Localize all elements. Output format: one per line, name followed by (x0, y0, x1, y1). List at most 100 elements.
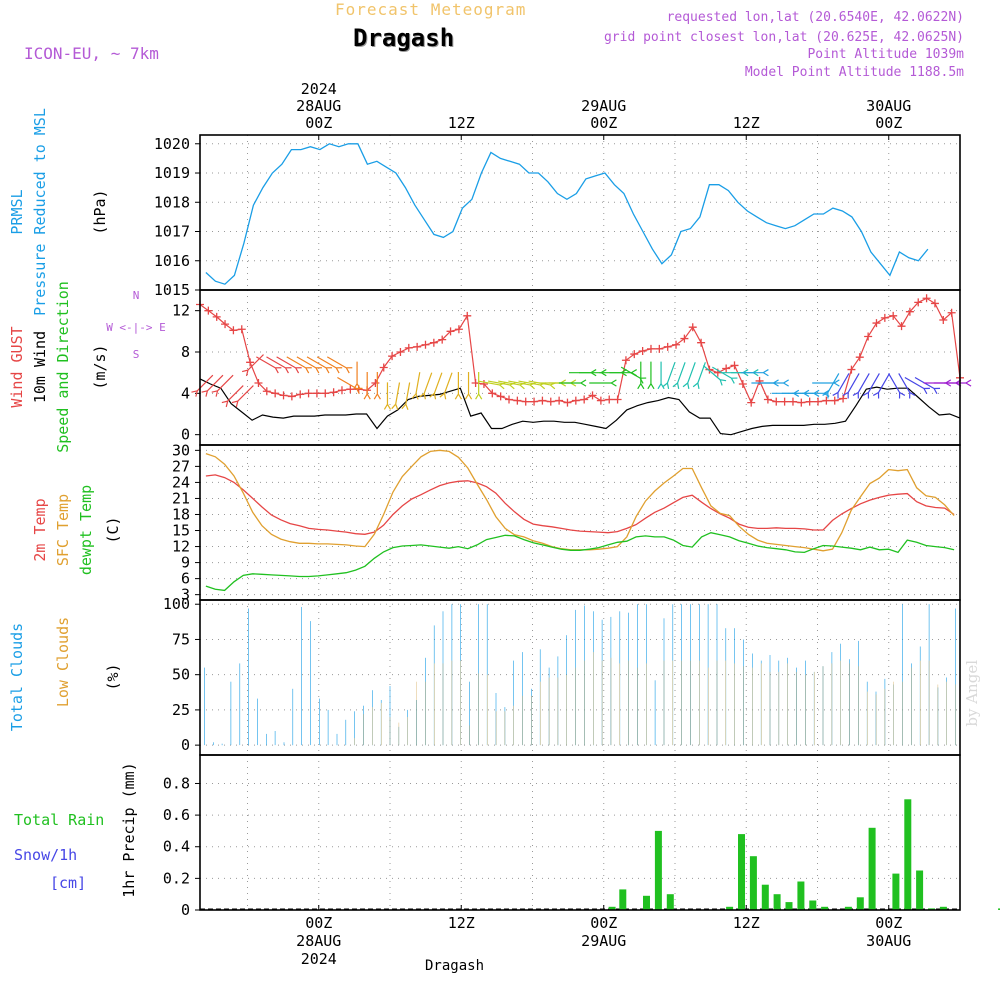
wind-direction-arrow (672, 362, 686, 390)
gust-point (930, 299, 939, 308)
rain-bar (892, 873, 900, 910)
gust-point (663, 342, 672, 351)
y-tick-label: 0.8 (163, 774, 190, 792)
gust-point (655, 344, 664, 353)
total-cloud-bar (239, 663, 241, 746)
wind-direction-arrow (662, 362, 676, 390)
gust-point (237, 325, 246, 334)
gust-point (855, 353, 864, 362)
gust-point (805, 397, 814, 406)
wind-direction-arrow (241, 354, 264, 377)
gust-point (404, 343, 413, 352)
wind-direction-arrow (647, 361, 655, 390)
gust-point (897, 322, 906, 331)
time-label-bottom: 00Z (305, 914, 332, 932)
gust-point (538, 396, 547, 405)
y-tick-label: 12 (172, 302, 190, 320)
gust-point (864, 332, 873, 341)
y-tick-label: 1019 (154, 164, 190, 182)
gust-point (279, 391, 288, 400)
gust-point (630, 350, 639, 359)
y-tick-label: 1016 (154, 252, 190, 270)
gust-point (513, 396, 522, 405)
wind-direction-arrow (429, 372, 443, 400)
gust-point (680, 334, 689, 343)
sfc-temp-label: SFC Temp (54, 494, 72, 566)
rain-bar (738, 834, 745, 910)
rain-bar (844, 906, 852, 910)
gust-point (221, 320, 230, 329)
gust-point (905, 307, 914, 316)
gust-point (421, 340, 430, 349)
temp-2m-label: 2m Temp (31, 498, 49, 561)
time-label-top: 28AUG (296, 97, 341, 115)
y-tick-label: 24 (172, 473, 190, 491)
wind-direction-arrow (363, 372, 371, 400)
gust-point (596, 396, 605, 405)
time-label-bottom: 12Z (733, 914, 760, 932)
gust-point (738, 380, 747, 389)
y-tick-label: 8 (181, 343, 190, 361)
total-cloud-bar (319, 698, 320, 746)
total-cloud-bar (248, 608, 249, 746)
compass-south: S (133, 348, 140, 361)
rain-bar (998, 908, 1000, 910)
gust-point (755, 376, 764, 385)
total-cloud-bar (327, 709, 329, 746)
gust-point (688, 323, 697, 332)
wind-direction-arrow (401, 382, 411, 410)
y-tick-label: 75 (172, 630, 190, 648)
wind-direction-arrow (943, 379, 972, 387)
gust-point (496, 392, 505, 401)
panel-frame (199, 289, 961, 446)
rain-bar (654, 830, 662, 910)
time-label-top: 12Z (733, 114, 760, 132)
rain-bar (856, 897, 864, 910)
panel-frame (199, 754, 961, 911)
wind-direction-arrow (888, 373, 906, 399)
gust-point (822, 396, 831, 405)
gust-point (321, 389, 330, 398)
y-tick-label: 1018 (154, 193, 190, 211)
y-tick-label: 18 (172, 505, 190, 523)
gust-point (814, 397, 823, 406)
wind-direction-arrow (296, 356, 322, 374)
y-tick-label: 21 (172, 489, 190, 507)
model-label: ICON-EU, ~ 7km (24, 44, 159, 63)
total-cloud-bar (902, 604, 903, 746)
gust-point (479, 380, 488, 389)
gust-point (563, 398, 572, 407)
rain-label: Total Rain (14, 811, 104, 829)
total-cloud-bar (955, 608, 956, 746)
total-cloud-bar (354, 711, 355, 746)
gust-point (772, 397, 781, 406)
gust-point (346, 385, 355, 394)
location-title: Dragash (353, 24, 455, 52)
gust-point (571, 396, 580, 405)
total-cloud-bar (389, 686, 391, 746)
footer-location: Dragash (425, 958, 485, 974)
total-cloud-bar (213, 742, 214, 746)
total-cloud-bar (345, 719, 347, 746)
wind-direction-arrow (761, 379, 789, 387)
time-label-top: 00Z (305, 114, 332, 132)
wind-direction-arrow (475, 372, 483, 400)
y-tick-label: 100 (163, 595, 190, 613)
wind-direction-arrow (391, 382, 401, 410)
gust-point (797, 398, 806, 407)
y-tick-label: 9 (181, 554, 190, 572)
gust-point (454, 325, 463, 334)
pressure-series-line (205, 143, 929, 285)
wind-direction-arrow (266, 356, 292, 374)
gust-point (505, 395, 514, 404)
wind-direction-arrow (276, 356, 302, 374)
wind-direction-arrow (201, 374, 224, 397)
gust-point (429, 338, 438, 347)
time-label-bottom: 00Z (590, 914, 617, 932)
wind-direction-arrow (852, 373, 870, 399)
wind-direction-arrow (862, 373, 880, 399)
time-label-bottom: 28AUG (296, 932, 341, 950)
gust-point (413, 342, 422, 351)
gust-point (880, 313, 889, 322)
wind-direction-arrow (832, 373, 850, 399)
